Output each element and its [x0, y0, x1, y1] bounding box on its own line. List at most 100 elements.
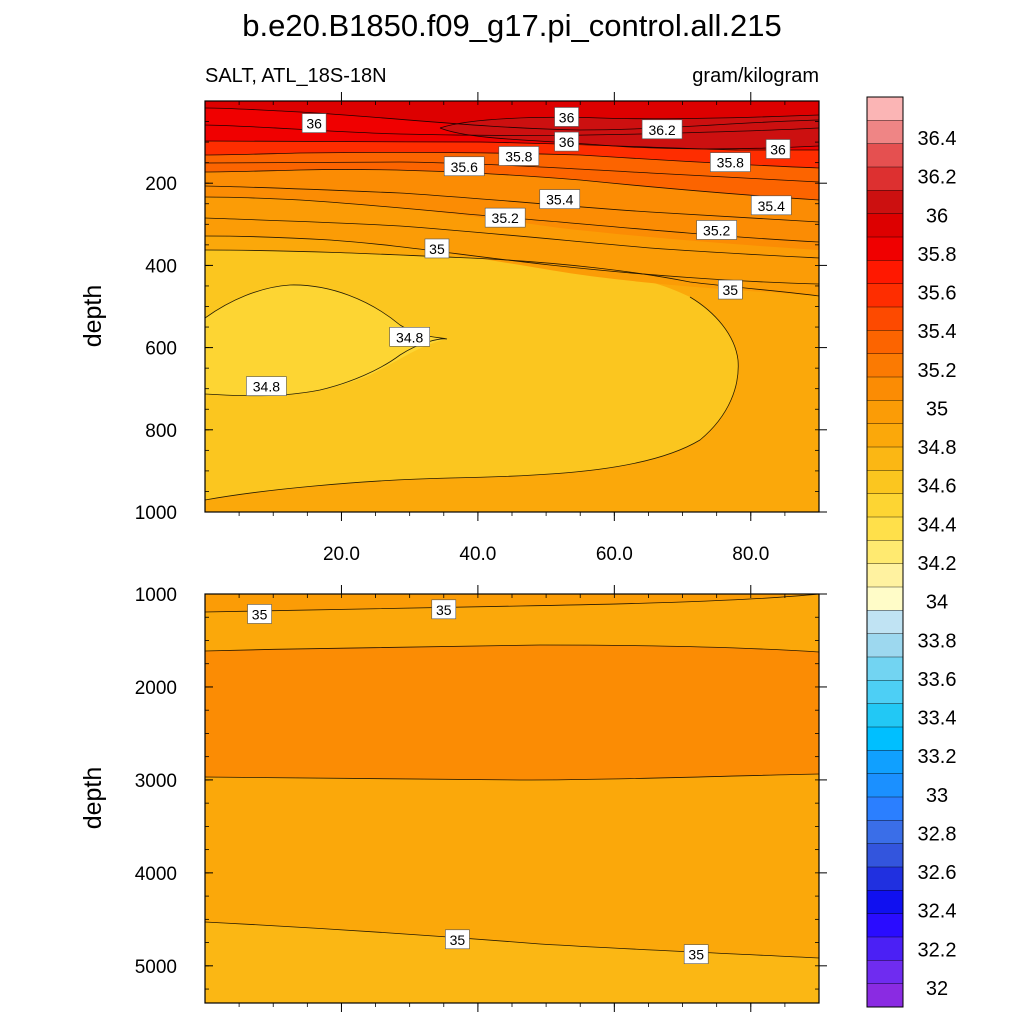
colorbar-tick-label: 32.2 — [918, 939, 957, 961]
upper-contour-label-box — [246, 376, 287, 396]
upper-y-tick-label: 200 — [145, 174, 177, 195]
colorbar-tick-label: 34 — [926, 592, 948, 614]
upper-contour-label-box — [484, 207, 526, 228]
right-subtitle: gram/kilogram — [692, 65, 819, 87]
lower-contour-label-box — [247, 604, 272, 624]
upper-contour-label-text: 34.8 — [253, 379, 280, 395]
lower-y-axis: 1000 2000 3000 4000 5000 — [135, 585, 827, 990]
colorbar-swatch — [866, 143, 904, 168]
colorbar-swatch — [866, 656, 904, 681]
lower-contour-label: 35 — [445, 929, 470, 950]
lower-contour-label-text: 35 — [436, 602, 452, 618]
upper-y-tick-label: 800 — [145, 421, 177, 442]
colorbar-swatch — [866, 330, 904, 355]
colorbar-tick-label: 35.2 — [918, 360, 957, 382]
upper-y-tick-label: 1000 — [135, 503, 177, 524]
upper-contour-label-box — [718, 279, 743, 300]
upper-contour-label: 35 — [718, 279, 743, 300]
lower-y-axis-label: depth — [79, 767, 107, 830]
colorbar-swatch — [866, 703, 904, 728]
lower-contour-label: 35 — [247, 604, 272, 624]
colorbar-swatch — [866, 306, 904, 331]
colorbar-tick-label: 35.6 — [918, 283, 957, 305]
colorbar-tick-label: 35.8 — [918, 244, 957, 266]
lower-contour-label-text: 35 — [252, 606, 268, 622]
colorbar-tick-label: 33 — [926, 785, 948, 807]
upper-contour-label: 35.8 — [710, 152, 751, 172]
colorbar-tick-label: 34.4 — [918, 514, 957, 536]
upper-contour-label-box — [641, 119, 683, 140]
upper-contour-label: 35.2 — [484, 207, 526, 228]
colorbar-swatch — [866, 470, 904, 495]
upper-contour-label-box — [750, 195, 792, 216]
lower-y-tick-label: 1000 — [135, 585, 177, 606]
upper-contour-label-box — [443, 156, 485, 177]
lower-contour-label: 35 — [431, 599, 457, 620]
colorbar-swatch — [866, 96, 904, 121]
colorbar-swatch — [866, 866, 904, 891]
lower-fill-deep-band — [205, 922, 819, 1003]
lower-y-tick-label: 5000 — [135, 957, 177, 978]
upper-contour-label: 35.2 — [696, 220, 737, 240]
colorbar-swatch — [866, 960, 904, 985]
colorbar-swatch — [866, 610, 904, 635]
colorbar-tick-label: 32.4 — [918, 901, 957, 923]
colorbar-frame — [866, 96, 904, 1008]
upper-contour-label-box — [554, 131, 579, 152]
lower-contour-label-box — [445, 929, 470, 950]
colorbar-tick-label: 32.8 — [918, 823, 957, 845]
lower-y-tick-label: 3000 — [135, 771, 177, 792]
upper-contour-label: 35.6 — [443, 156, 485, 177]
upper-x-axis: 20.0 40.0 60.0 80.0 — [238, 92, 786, 565]
lower-fill-top-band — [205, 594, 819, 612]
lower-contour-label-box — [683, 944, 709, 964]
upper-contour-label-text: 36 — [559, 109, 575, 125]
colorbar-tick-label: 36.2 — [918, 167, 957, 189]
colorbar-swatch — [866, 166, 904, 191]
colorbar-swatch — [866, 796, 904, 821]
upper-y-axis: 200 400 600 800 1000 — [135, 121, 827, 524]
colorbar-tick-label: 32.6 — [918, 862, 957, 884]
colorbar-swatch — [866, 400, 904, 425]
lower-contour-label-text: 35 — [688, 947, 704, 963]
upper-contour-label: 35.4 — [539, 189, 581, 209]
colorbar-tick-label: 34.2 — [918, 553, 957, 575]
left-subtitle: SALT, ATL_18S-18N — [205, 65, 387, 87]
upper-contour-label-text: 35.4 — [546, 192, 573, 208]
colorbar-swatch — [866, 890, 904, 915]
colorbar-tick-label: 32 — [926, 978, 948, 1000]
upper-x-tick-label: 20.0 — [323, 544, 360, 565]
upper-y-axis-label: depth — [79, 285, 107, 348]
upper-contour-label-box — [389, 327, 430, 347]
lower-y-tick-label: 4000 — [135, 864, 177, 885]
colorbar-tick-label: 36.4 — [918, 128, 957, 150]
colorbar-swatch — [866, 236, 904, 261]
colorbar-swatch — [866, 353, 904, 378]
upper-y-tick-label: 600 — [145, 339, 177, 360]
colorbar-swatch — [866, 446, 904, 471]
upper-contour-label: 36.2 — [641, 119, 683, 140]
colorbar-tick-label: 35 — [926, 398, 948, 420]
colorbar-swatch — [866, 190, 904, 215]
colorbar-swatch — [866, 516, 904, 541]
upper-x-tick-label: 40.0 — [459, 544, 496, 565]
colorbar-tick-label: 33.6 — [918, 669, 957, 691]
colorbar-tick-label: 34.8 — [918, 437, 957, 459]
upper-contour-label: 36 — [554, 107, 579, 127]
colorbar-tick-label: 33.2 — [918, 746, 957, 768]
upper-contour-label: 35 — [424, 238, 450, 259]
colorbar-tick-label: 34.6 — [918, 476, 957, 498]
colorbar-swatch — [866, 680, 904, 705]
colorbar-swatch — [866, 540, 904, 565]
upper-contour-label-text: 34.8 — [396, 329, 423, 345]
lower-x-axis — [238, 585, 786, 1012]
upper-contour-label-box — [498, 146, 540, 166]
colorbar-swatch — [866, 586, 904, 611]
upper-contour-labels: 36 36 36 36.2 36 35.8 35.8 35.6 35.4 35.4 35.2 35.2… — [246, 107, 792, 396]
upper-contour-label-text: 35.6 — [451, 159, 478, 175]
colorbar-swatch — [866, 493, 904, 518]
colorbar-swatch — [866, 633, 904, 658]
upper-contour-label-box — [765, 139, 791, 159]
